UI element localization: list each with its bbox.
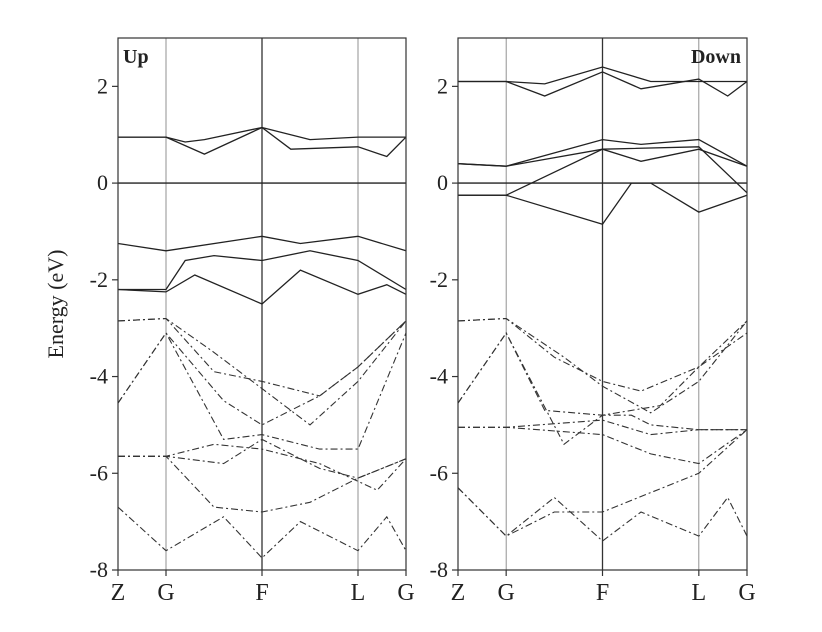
y-tick-label: -6: [430, 460, 448, 485]
band-line-down-10: [457, 331, 747, 446]
band-line-down-12: [458, 426, 748, 465]
y-axis-label: Energy (eV): [43, 250, 68, 359]
y-tick-label: -2: [90, 267, 108, 292]
band-line-down-6: [458, 182, 748, 225]
band-line-down-13: [457, 429, 748, 537]
band-line-up-8: [117, 320, 407, 426]
band-line-up-9: [117, 331, 407, 450]
y-tick-label: -8: [430, 557, 448, 582]
band-line-up-2: [118, 126, 407, 158]
y-tick-label: 0: [97, 170, 108, 195]
band-line-up-13: [117, 506, 407, 559]
y-tick-label: -4: [90, 364, 108, 389]
y-tick-label: -4: [430, 364, 448, 389]
band-line-up-5: [117, 269, 407, 305]
y-tick-label: -2: [430, 267, 448, 292]
y-tick-label: 0: [437, 170, 448, 195]
y-tick-label: -6: [90, 460, 108, 485]
y-tick-label: 2: [437, 73, 448, 98]
x-tick-label: G: [497, 580, 514, 606]
band-line-down-8: [457, 317, 748, 414]
band-line-up-3: [117, 235, 407, 252]
band-line-up-7: [117, 317, 407, 426]
x-tick-label: G: [157, 580, 174, 606]
panel-label-down: Down: [691, 46, 741, 68]
x-tick-label: G: [738, 580, 755, 606]
band-line-up-4: [118, 250, 407, 291]
band-line-down-14: [457, 487, 748, 542]
x-tick-label: L: [691, 580, 706, 606]
band-line-up-12: [118, 455, 407, 513]
x-tick-label: Z: [451, 580, 466, 606]
band-line-down-2: [458, 71, 748, 97]
panel-label-up: Up: [123, 46, 149, 68]
band-line-down-4: [457, 148, 748, 167]
x-tick-label: Z: [111, 580, 126, 606]
x-tick-label: F: [255, 580, 268, 606]
x-tick-label: F: [596, 580, 609, 606]
x-tick-label: G: [397, 580, 414, 606]
x-tick-label: L: [351, 580, 366, 606]
y-tick-label: 2: [97, 73, 108, 98]
y-tick-label: -8: [90, 557, 108, 582]
